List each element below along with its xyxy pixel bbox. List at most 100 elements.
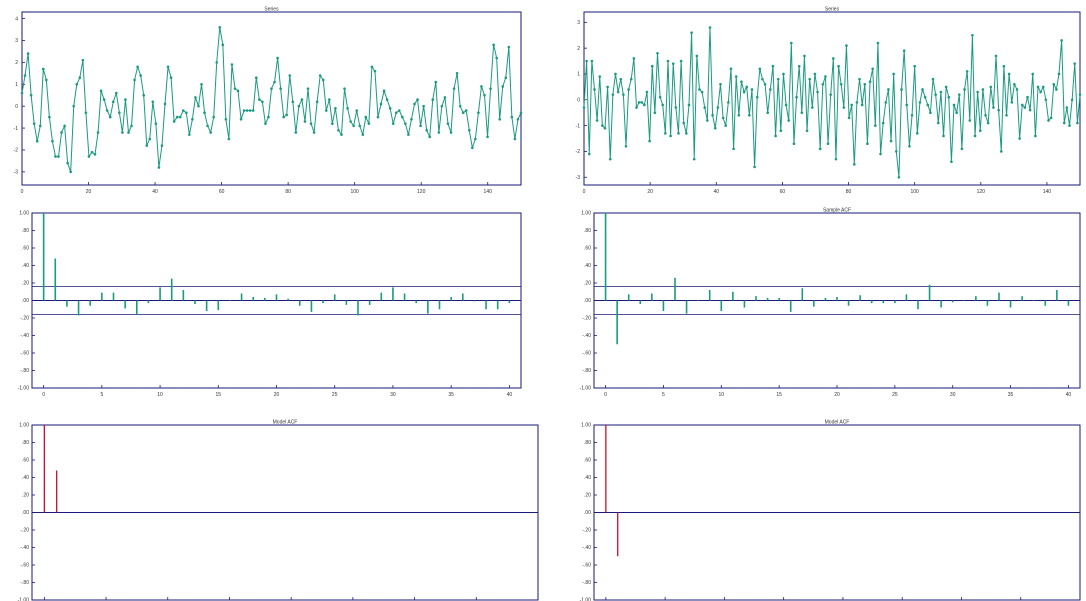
data-point xyxy=(118,111,121,115)
acf-bar xyxy=(882,300,885,304)
data-point xyxy=(590,59,594,63)
data-point xyxy=(203,111,206,115)
data-point xyxy=(769,88,772,91)
data-point xyxy=(834,157,838,161)
data-point xyxy=(42,67,45,71)
y-tick-label: 2 xyxy=(577,46,580,52)
data-point xyxy=(20,91,24,95)
y-tick-label: .00 xyxy=(22,298,29,304)
data-point xyxy=(507,45,511,49)
x-tick-label: 40 xyxy=(152,189,158,195)
data-point xyxy=(29,93,33,97)
data-point xyxy=(1078,93,1082,96)
data-point xyxy=(926,103,930,107)
acf-bar xyxy=(298,300,301,306)
data-point xyxy=(858,77,861,81)
acf-bar xyxy=(1056,290,1058,301)
data-point xyxy=(732,147,735,151)
data-point xyxy=(145,144,149,147)
data-point xyxy=(370,65,374,69)
data-point xyxy=(881,121,885,125)
data-point xyxy=(197,104,200,108)
acf-bar xyxy=(264,297,266,301)
data-point xyxy=(923,95,927,99)
acf-bar xyxy=(101,292,103,301)
data-point xyxy=(1076,121,1079,125)
data-point xyxy=(784,103,788,107)
data-point xyxy=(1010,101,1014,104)
data-point xyxy=(1065,106,1069,109)
data-point xyxy=(139,74,142,77)
acf-bar xyxy=(403,293,406,301)
data-point xyxy=(593,88,596,91)
data-point xyxy=(191,118,194,121)
data-point xyxy=(270,87,273,90)
data-point xyxy=(32,122,36,125)
data-point xyxy=(288,74,292,77)
x-tick-label: 120 xyxy=(977,189,986,195)
data-point xyxy=(957,93,961,96)
data-point xyxy=(650,64,654,68)
data-point xyxy=(227,137,231,141)
data-point xyxy=(611,93,615,96)
data-point xyxy=(671,62,675,65)
x-tick-label: 35 xyxy=(448,392,454,398)
data-point xyxy=(842,106,846,109)
data-point xyxy=(860,103,864,107)
data-point xyxy=(640,101,644,104)
data-point xyxy=(787,119,790,122)
data-point xyxy=(276,56,279,60)
data-point xyxy=(853,163,856,166)
acf-bar xyxy=(651,293,653,301)
data-point xyxy=(346,107,349,110)
acf-bar xyxy=(894,300,896,304)
acf-bar xyxy=(380,292,383,301)
data-point xyxy=(1044,98,1048,102)
data-point xyxy=(711,113,714,117)
data-point xyxy=(300,98,304,101)
data-point xyxy=(887,88,890,91)
acf-bar xyxy=(56,470,58,513)
data-point xyxy=(624,144,628,148)
data-point xyxy=(776,77,780,81)
data-point xyxy=(349,120,352,123)
data-point xyxy=(385,98,389,101)
x-tick-label: 20 xyxy=(647,189,653,195)
data-point xyxy=(154,122,158,125)
acf-bar xyxy=(836,297,838,301)
data-point xyxy=(889,139,893,143)
data-point xyxy=(727,101,730,104)
data-point xyxy=(434,80,438,84)
y-tick-label: -1.00 xyxy=(580,598,592,601)
acf-bar xyxy=(1044,300,1047,306)
data-point xyxy=(960,147,964,151)
data-point xyxy=(352,124,355,128)
data-point xyxy=(394,111,398,115)
data-point xyxy=(771,64,775,68)
data-point xyxy=(976,90,979,94)
acf-bar xyxy=(450,297,452,301)
acf-bar xyxy=(170,278,173,301)
data-point xyxy=(230,63,234,66)
data-point xyxy=(994,54,998,58)
y-tick-label: 1 xyxy=(15,82,18,88)
data-point xyxy=(1028,108,1032,112)
acf-bar xyxy=(940,300,942,308)
data-point xyxy=(929,111,932,114)
acf-bar xyxy=(674,277,676,301)
y-tick-label: .60 xyxy=(584,246,591,252)
y-tick-label: 3 xyxy=(15,38,18,44)
data-point xyxy=(294,131,298,134)
y-tick-label: -1 xyxy=(14,126,19,132)
data-point xyxy=(761,77,764,81)
chart-title: Model ACF xyxy=(273,420,298,426)
data-point xyxy=(748,113,751,117)
data-point xyxy=(501,85,505,88)
acf-bar xyxy=(951,300,954,303)
data-point xyxy=(661,103,665,107)
data-point xyxy=(782,72,785,76)
data-point xyxy=(194,96,197,99)
x-tick-label: 25 xyxy=(332,392,338,398)
x-tick-label: 25 xyxy=(892,392,898,398)
acf-bar xyxy=(252,297,255,301)
